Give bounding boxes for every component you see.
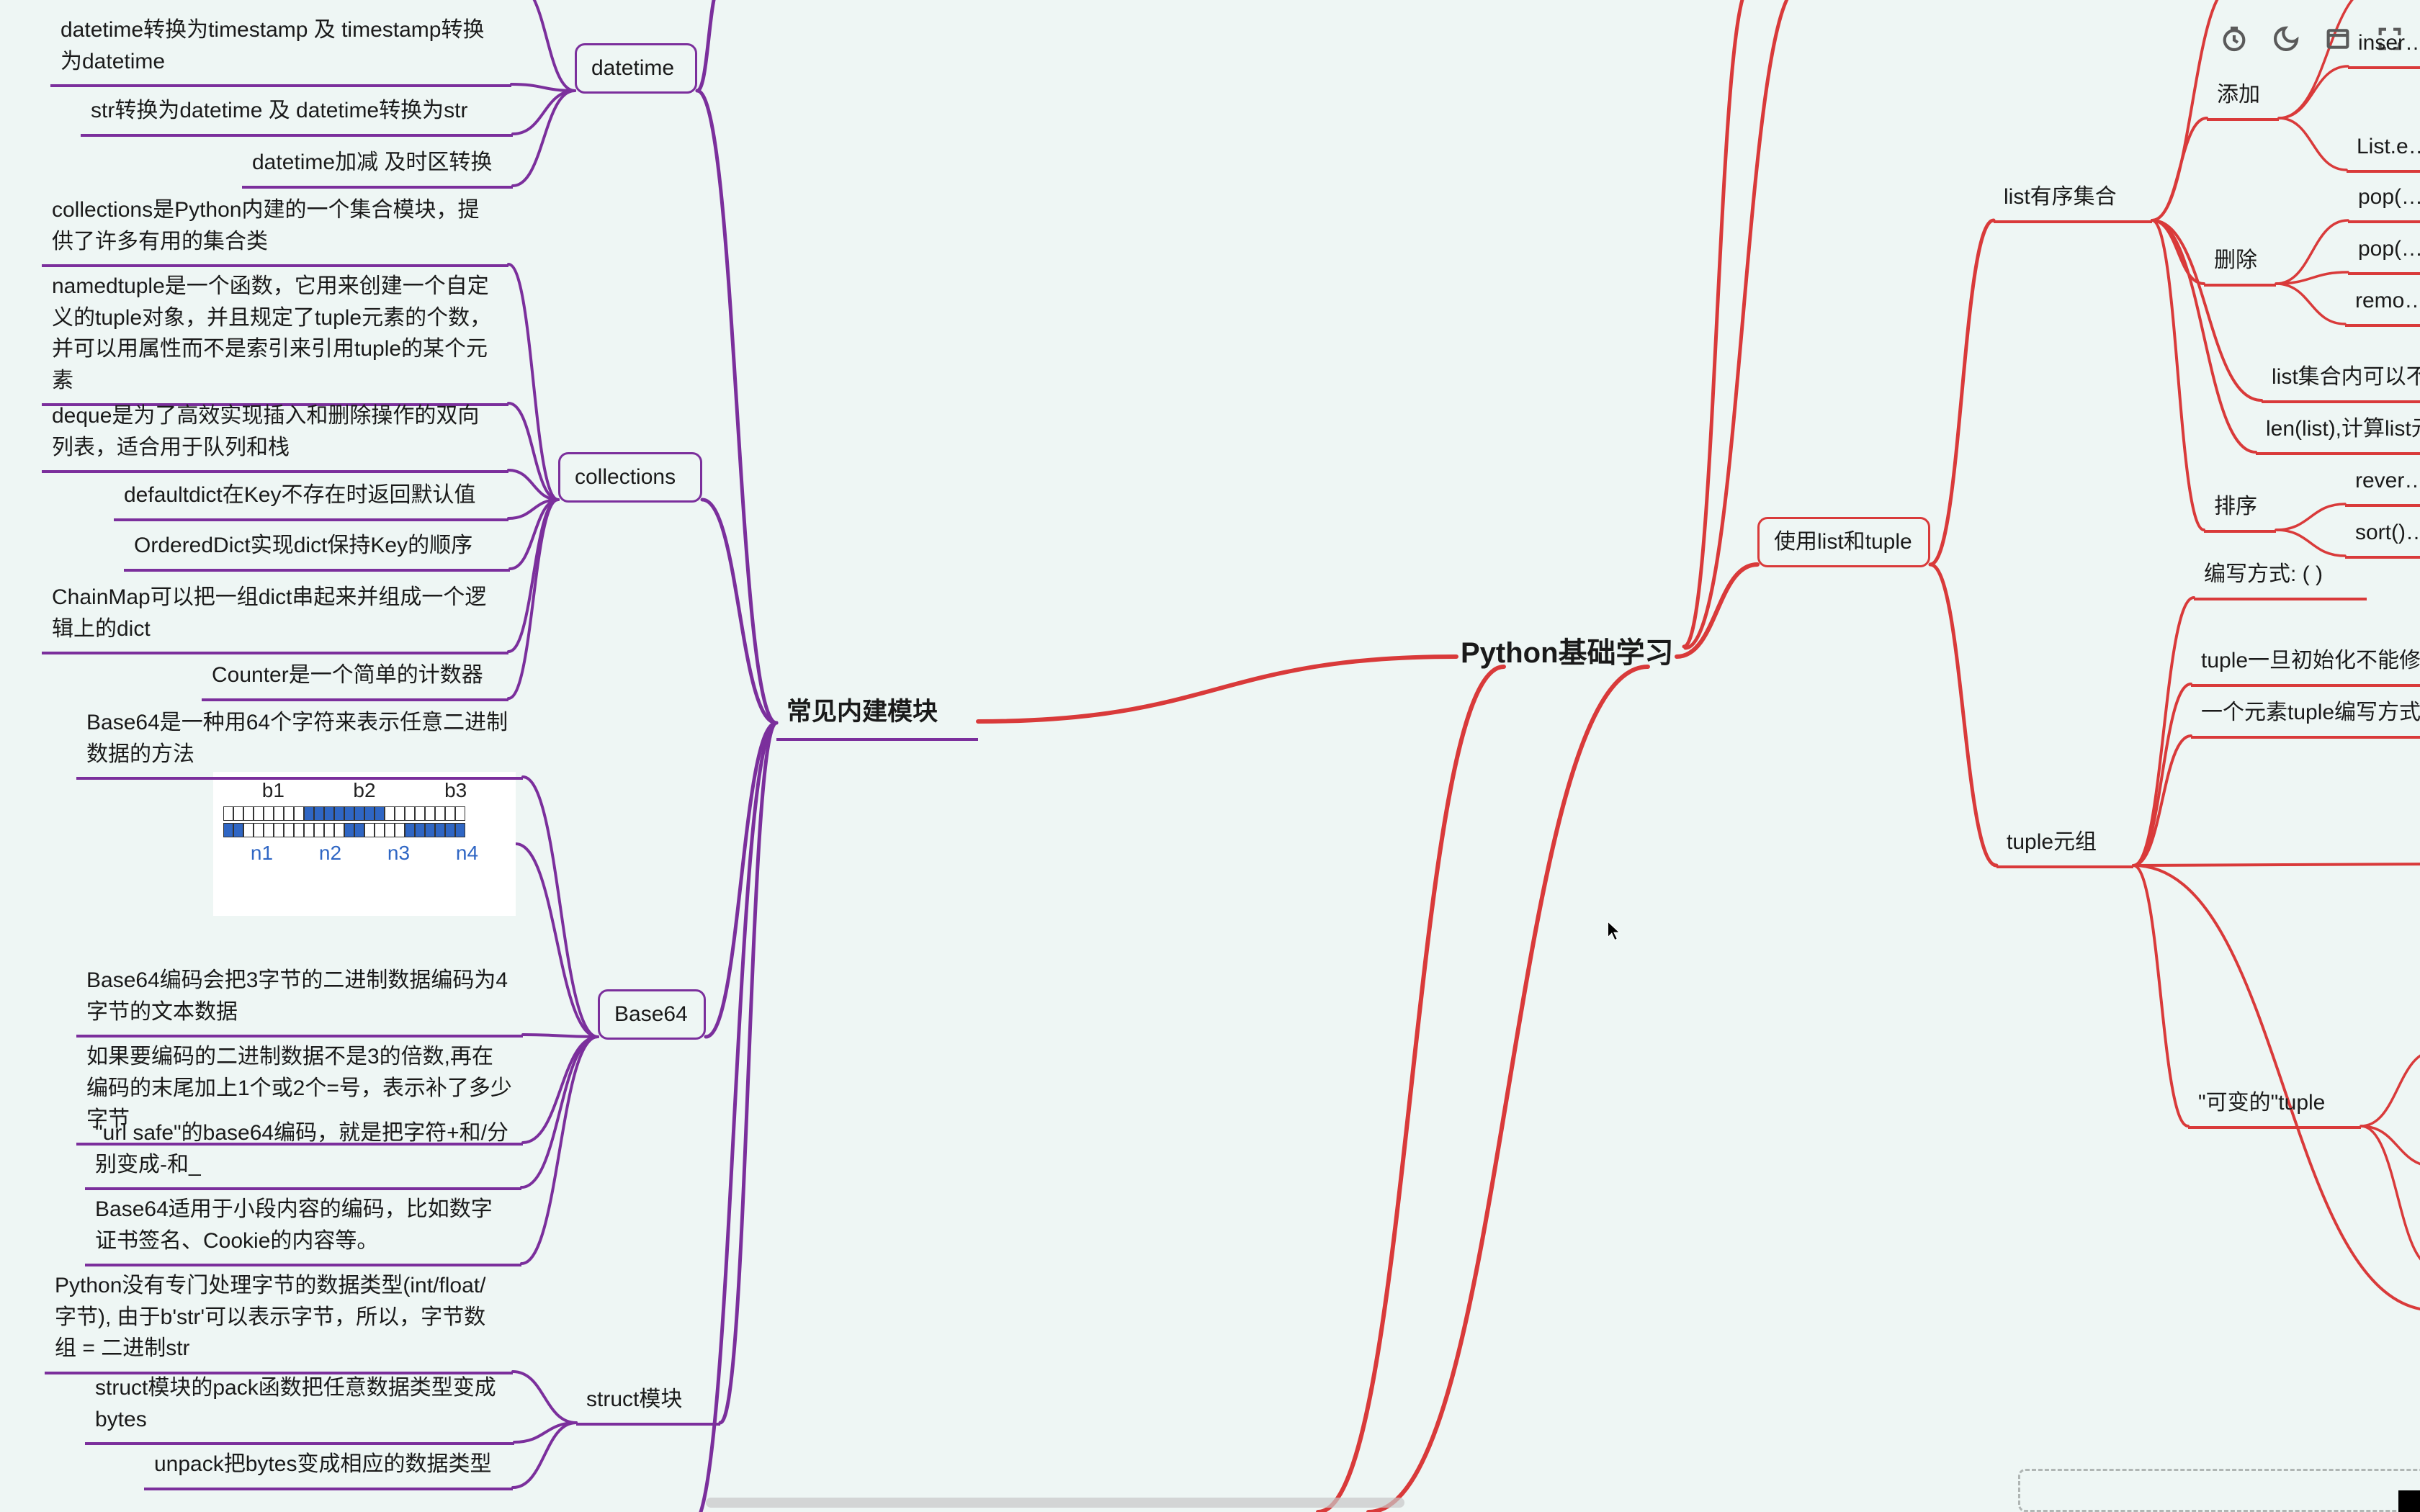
struct-leaf[interactable]: struct模块的pack函数把任意数据类型变成bytes <box>85 1368 514 1445</box>
list-leaf[interactable]: 删除 <box>2204 240 2276 287</box>
base64-leaf[interactable]: Base64是一种用64个字符来表示任意二进制数据的方法 <box>76 703 523 780</box>
base64-leaf[interactable]: Base64适用于小段内容的编码，比如数字证书签名、Cookie的内容等。 <box>85 1189 521 1266</box>
timer-icon[interactable] <box>2218 23 2250 55</box>
tuple-leaf[interactable]: 一个元素tuple编写方式… <box>2191 693 2420 739</box>
datetime-leaf[interactable]: datetime加减 及时区转换 <box>242 143 513 189</box>
tuple-leaf[interactable]: "可变的"tuple <box>2188 1083 2361 1129</box>
collections-leaf[interactable]: ChainMap可以把一组dict串起来并组成一个逻辑上的dict <box>42 577 508 654</box>
datetime-leaf[interactable]: str转换为datetime 及 datetime转换为str <box>81 91 513 137</box>
left-category-node[interactable]: struct模块 <box>576 1380 720 1426</box>
base64-leaf[interactable]: Base64编码会把3字节的二进制数据编码为4字节的文本数据 <box>76 960 523 1038</box>
list-leaf[interactable]: len(list),计算list元素… <box>2256 409 2420 455</box>
tuple-leaf[interactable]: tuple一旦初始化不能修… <box>2191 641 2420 687</box>
base64-bit-diagram: b1b2b3 n1n2n3n4 <box>213 772 516 916</box>
mindmap-canvas[interactable]: Python基础学习 常见内建模块 使用list和tuple b1b2b3 n1… <box>0 0 2420 1512</box>
struct-leaf[interactable]: unpack把bytes变成相应的数据类型 <box>144 1444 513 1490</box>
sort-leaf[interactable]: rever… <box>2345 461 2420 507</box>
right-category-node[interactable]: list有序集合 <box>1994 177 2152 223</box>
base64-leaf[interactable]: "url safe"的base64编码，就是把字符+和/分别变成-和_ <box>85 1113 521 1190</box>
struct-leaf[interactable]: Python没有专门处理字节的数据类型(int/float/字节), 由于b's… <box>45 1266 513 1374</box>
del-leaf[interactable]: remo…后匹配… <box>2345 281 2420 327</box>
list-leaf[interactable]: 添加 <box>2207 75 2279 121</box>
horizontal-scrollbar[interactable] <box>706 1498 1404 1508</box>
right-branch-parent[interactable]: 使用list和tuple <box>1757 517 1930 567</box>
list-leaf[interactable]: 排序 <box>2204 487 2276 533</box>
mouse-cursor <box>1606 920 1622 942</box>
left-category-node[interactable]: collections <box>558 452 702 503</box>
collections-leaf[interactable]: defaultdict在Key不存在时返回默认值 <box>114 475 508 521</box>
collections-leaf[interactable]: OrderedDict实现dict保持Key的顺序 <box>124 526 510 572</box>
add-leaf[interactable]: List.e… <box>2347 127 2420 173</box>
add-leaf[interactable]: inser… <box>2348 23 2420 69</box>
left-branch-parent[interactable]: 常见内建模块 <box>776 690 978 741</box>
collections-leaf[interactable]: namedtuple是一个函数，它用来创建一个自定义的tuple对象，并且规定了… <box>42 266 508 406</box>
left-category-node[interactable]: Base64 <box>598 989 706 1040</box>
datetime-leaf[interactable]: datetime转换为timestamp 及 timestamp转换为datet… <box>50 10 511 87</box>
collections-leaf[interactable]: collections是Python内建的一个集合模块，提供了许多有用的集合类 <box>42 190 508 267</box>
collections-leaf[interactable]: Counter是一个简单的计数器 <box>202 655 508 701</box>
del-leaf[interactable]: pop(… <box>2348 177 2420 223</box>
moon-icon[interactable] <box>2270 23 2302 55</box>
right-category-node[interactable]: tuple元组 <box>1996 822 2133 868</box>
sort-leaf[interactable]: sort()… <box>2345 513 2420 559</box>
left-category-node[interactable]: datetime <box>575 43 697 94</box>
corner-marker <box>2398 1490 2420 1512</box>
list-leaf[interactable]: list集合内可以不同类… <box>2262 357 2420 403</box>
collections-leaf[interactable]: deque是为了高效实现插入和删除操作的双向列表，适合用于队列和栈 <box>42 396 508 473</box>
tuple-leaf[interactable]: 编写方式: ( ) <box>2194 554 2367 600</box>
root-node[interactable]: Python基础学习 <box>1461 632 1674 674</box>
del-leaf[interactable]: pop(… <box>2348 229 2420 275</box>
dashed-placeholder <box>2018 1469 2420 1512</box>
